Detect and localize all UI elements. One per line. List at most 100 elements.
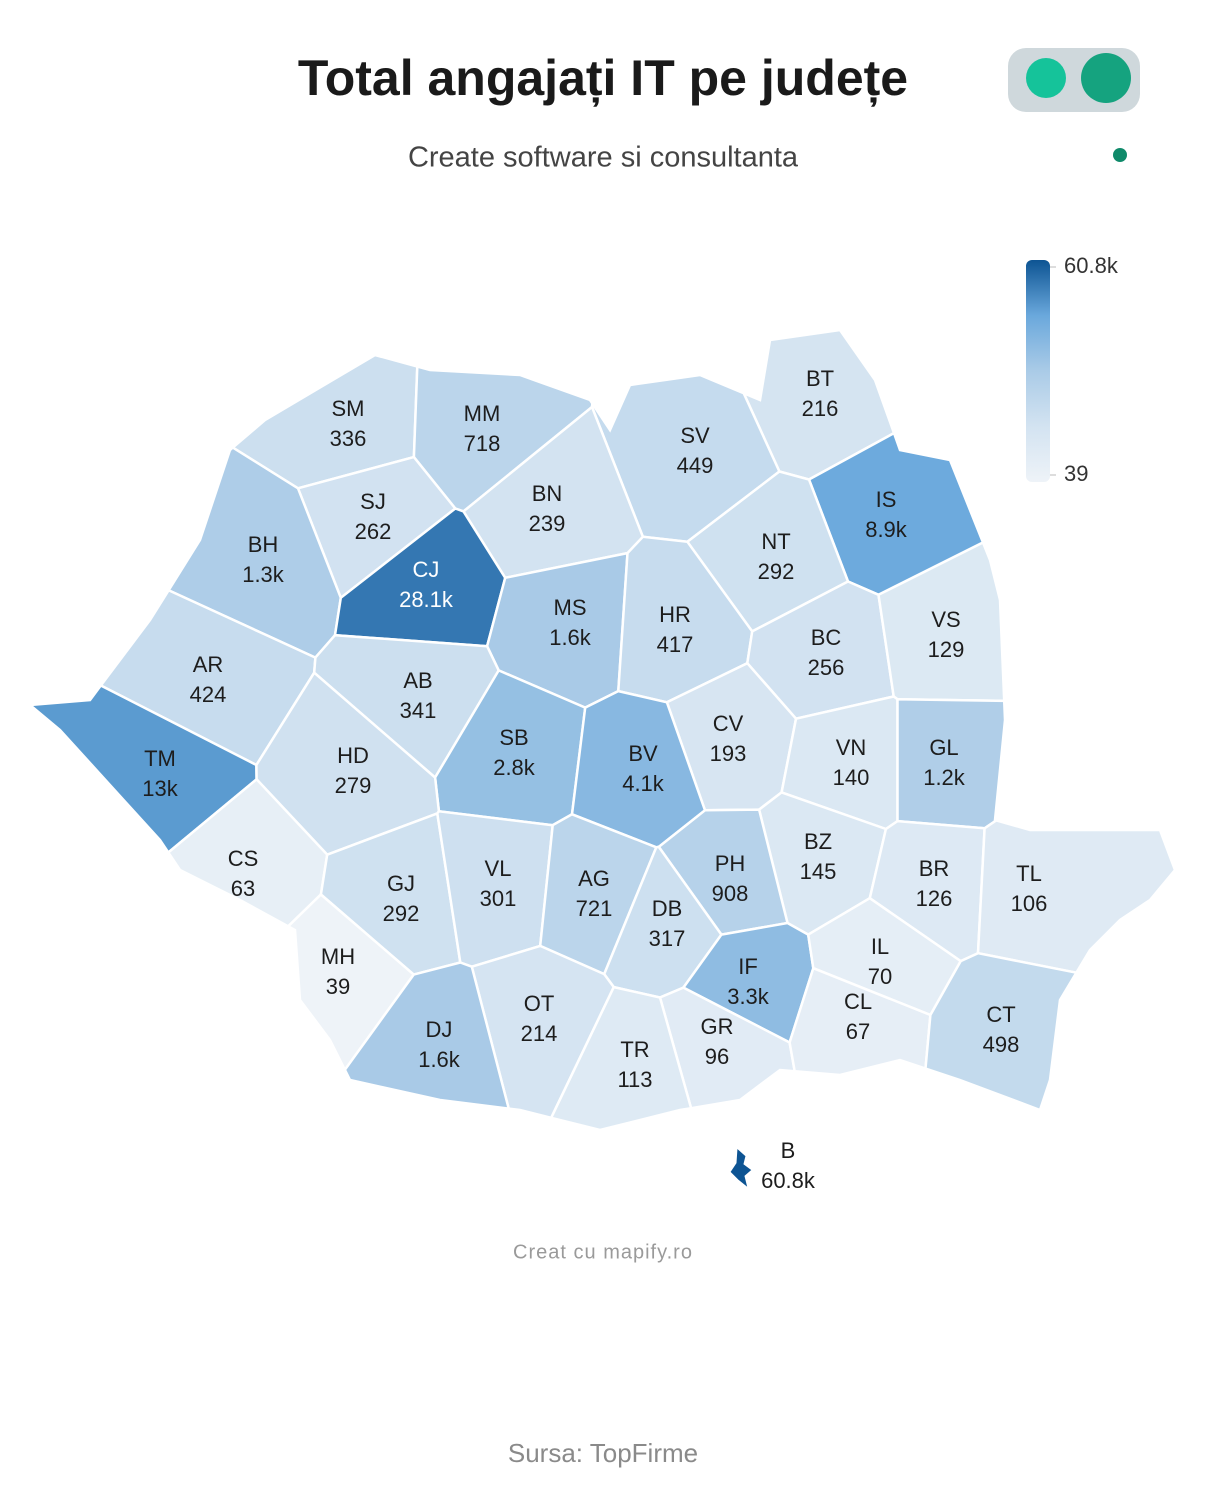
county-code: DJ <box>426 1017 453 1042</box>
county <box>788 966 932 1077</box>
county <box>343 961 511 1111</box>
colorbar <box>1026 260 1050 482</box>
county-value: 39 <box>326 974 350 999</box>
county-code: CS <box>228 846 259 871</box>
county-code: MS <box>554 595 587 620</box>
county-code: PH <box>715 851 746 876</box>
county-value: 140 <box>833 765 870 790</box>
status-dot <box>1113 148 1127 162</box>
county-value: 498 <box>983 1032 1020 1057</box>
county-value: 256 <box>808 655 845 680</box>
county-code: TL <box>1016 861 1042 886</box>
county-code: VN <box>836 735 867 760</box>
county-value: 67 <box>846 1019 870 1044</box>
county-value: 60.8k <box>761 1168 816 1193</box>
county-value: 106 <box>1011 891 1048 916</box>
county-value: 317 <box>649 926 686 951</box>
county <box>286 892 416 1073</box>
county-value: 8.9k <box>865 517 908 542</box>
county-code: HR <box>659 602 691 627</box>
county <box>470 944 616 1120</box>
county-code: TM <box>144 746 176 771</box>
county-value: 341 <box>400 698 437 723</box>
county-value: 336 <box>330 426 367 451</box>
county-code: MM <box>464 401 501 426</box>
county-code: SM <box>332 396 365 421</box>
county <box>976 819 1177 975</box>
county-value: 262 <box>355 519 392 544</box>
county-value: 279 <box>335 773 372 798</box>
county-code: BV <box>628 741 658 766</box>
county <box>924 951 1079 1112</box>
county-code: AG <box>578 866 610 891</box>
county-code: B <box>781 1138 796 1163</box>
county-code: BC <box>811 625 842 650</box>
county-value: 1.6k <box>549 625 592 650</box>
county-value: 1.3k <box>242 562 285 587</box>
county-code: CL <box>844 989 872 1014</box>
county-code: AB <box>403 668 432 693</box>
county-value: 908 <box>712 881 749 906</box>
county-value: 718 <box>464 431 501 456</box>
county-code: BZ <box>804 829 832 854</box>
county-value: 1.6k <box>418 1047 461 1072</box>
county-value: 145 <box>800 859 837 884</box>
county-code: SV <box>680 423 710 448</box>
county-labels: SM 336 MM 718 BT 216 SV 449 SJ 262 BN 239 IS 8.9k BH 1.… <box>142 366 1047 1193</box>
county-code: BR <box>919 856 950 881</box>
county-value: 449 <box>677 453 714 478</box>
county-code: SB <box>499 725 528 750</box>
extension-icon[interactable] <box>1008 48 1140 112</box>
county-value: 239 <box>529 511 566 536</box>
county-value: 63 <box>231 876 255 901</box>
county <box>896 698 1007 830</box>
counties <box>26 328 1177 1190</box>
county-code: CJ <box>413 557 440 582</box>
county-value: 301 <box>480 886 517 911</box>
county-code: CT <box>986 1002 1015 1027</box>
credit: Creat cu mapify.ro <box>513 1241 693 1263</box>
county-value: 1.2k <box>923 765 966 790</box>
title: Total angajați IT pe județe <box>298 50 908 106</box>
county-value: 292 <box>383 901 420 926</box>
source: Sursa: TopFirme <box>508 1438 698 1468</box>
county-value: 126 <box>916 886 953 911</box>
county-value: 70 <box>868 964 892 989</box>
county-code: GR <box>701 1014 734 1039</box>
colorbar-tick-label: 60.8k <box>1064 253 1119 278</box>
subtitle: Create software si consultanta <box>408 142 799 174</box>
county-code: IS <box>876 487 897 512</box>
county-value: 292 <box>758 559 795 584</box>
county-code: GL <box>929 735 958 760</box>
county <box>729 1146 753 1190</box>
county-value: 193 <box>710 741 747 766</box>
county-value: 424 <box>190 682 227 707</box>
county-code: BN <box>532 481 563 506</box>
county-value: 216 <box>802 396 839 421</box>
county-code: IL <box>871 934 889 959</box>
county-code: GJ <box>387 871 415 896</box>
county-code: BT <box>806 366 834 391</box>
county-value: 3.3k <box>727 984 770 1009</box>
county <box>549 985 693 1132</box>
colorbar-ticks: 60.8k 39 <box>1050 253 1119 486</box>
county-code: AR <box>193 652 224 677</box>
county-value: 417 <box>657 632 694 657</box>
colorbar-tick-label: 39 <box>1064 461 1088 486</box>
county-value: 721 <box>576 896 613 921</box>
county-code: MH <box>321 944 355 969</box>
county-code: TR <box>620 1037 649 1062</box>
county-code: SJ <box>360 489 386 514</box>
county-value: 113 <box>617 1067 652 1092</box>
county-code: OT <box>524 991 555 1016</box>
county-value: 28.1k <box>399 587 454 612</box>
county-code: CV <box>713 711 744 736</box>
county-value: 13k <box>142 776 178 801</box>
county-code: VL <box>485 856 512 881</box>
county-value: 2.8k <box>493 755 536 780</box>
county-code: HD <box>337 743 369 768</box>
county-code: VS <box>931 607 960 632</box>
county-value: 214 <box>521 1021 558 1046</box>
county-value: 4.1k <box>622 771 665 796</box>
